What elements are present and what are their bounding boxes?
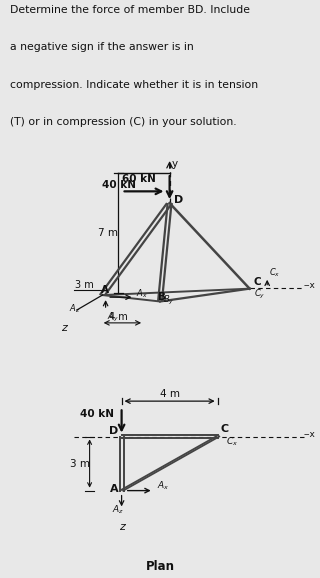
Text: 4 m: 4 m xyxy=(160,389,180,399)
Text: $A_z$: $A_z$ xyxy=(69,302,80,314)
Text: C: C xyxy=(221,424,229,434)
Text: 40 kN: 40 kN xyxy=(80,409,114,420)
Text: (T) or in compression (C) in your solution.: (T) or in compression (C) in your soluti… xyxy=(10,117,236,127)
Text: D: D xyxy=(174,195,184,205)
Text: 7 m: 7 m xyxy=(98,228,118,238)
Text: 3 m: 3 m xyxy=(75,280,94,290)
Text: C: C xyxy=(253,277,261,287)
Text: $A_x$: $A_x$ xyxy=(136,287,148,299)
Text: $C_x$: $C_x$ xyxy=(269,267,280,279)
Text: $B_y$: $B_y$ xyxy=(163,294,174,307)
Text: A: A xyxy=(110,484,119,494)
Text: y: y xyxy=(172,160,178,169)
Text: D: D xyxy=(109,427,118,436)
Text: --x: --x xyxy=(304,430,316,439)
Text: $A_z$: $A_z$ xyxy=(112,503,124,516)
Text: A: A xyxy=(101,286,109,295)
Text: 3 m: 3 m xyxy=(70,458,90,469)
Text: 60 kN: 60 kN xyxy=(122,174,156,184)
Text: 4 m: 4 m xyxy=(109,312,128,322)
Text: $A_y$: $A_y$ xyxy=(107,310,119,324)
Text: compression. Indicate whether it is in tension: compression. Indicate whether it is in t… xyxy=(10,80,258,90)
Text: $C_x$: $C_x$ xyxy=(226,436,238,449)
Text: B: B xyxy=(158,292,166,302)
Text: $C_y$: $C_y$ xyxy=(254,287,266,301)
Text: z: z xyxy=(119,522,124,532)
Text: a negative sign if the answer is in: a negative sign if the answer is in xyxy=(10,42,193,52)
Text: $A_x$: $A_x$ xyxy=(157,480,169,492)
Text: --x: --x xyxy=(304,281,316,290)
Text: z: z xyxy=(61,324,67,334)
Text: Plan: Plan xyxy=(146,560,174,573)
Text: 40 kN: 40 kN xyxy=(102,180,136,190)
Text: Determine the force of member BD. Include: Determine the force of member BD. Includ… xyxy=(10,5,250,14)
